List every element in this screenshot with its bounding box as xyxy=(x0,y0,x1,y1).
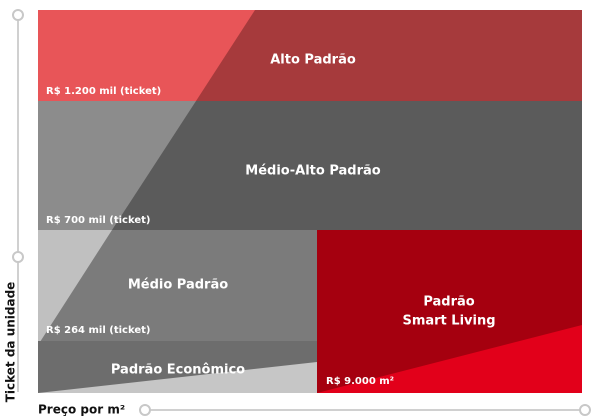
segment-label: Smart Living xyxy=(402,314,495,329)
alto-light xyxy=(38,10,255,101)
price-label: R$ 9.000 m² xyxy=(326,376,394,387)
ticket-label: R$ 700 mil (ticket) xyxy=(46,215,150,226)
segment-label: Médio-Alto Padrão xyxy=(245,164,380,179)
economico-light xyxy=(38,362,317,393)
axis-knob xyxy=(12,251,24,263)
axis-knob xyxy=(139,404,151,416)
ticket-label: R$ 264 mil (ticket) xyxy=(46,325,150,336)
segment-label: Padrão Econômico xyxy=(111,363,245,378)
medio-alto-light xyxy=(38,101,196,230)
ticket-label: R$ 1.200 mil (ticket) xyxy=(46,86,161,97)
segment-label: Médio Padrão xyxy=(128,278,228,293)
axis-knob xyxy=(12,9,24,21)
segment-label: Padrão xyxy=(423,295,474,310)
axis-knob xyxy=(579,404,591,416)
medio-light xyxy=(38,230,112,341)
smart-light xyxy=(317,325,582,393)
x-axis-label: Preço por m² xyxy=(38,403,125,417)
segment-label: Alto Padrão xyxy=(270,53,356,68)
y-axis-label: Ticket da unidade xyxy=(4,282,18,403)
